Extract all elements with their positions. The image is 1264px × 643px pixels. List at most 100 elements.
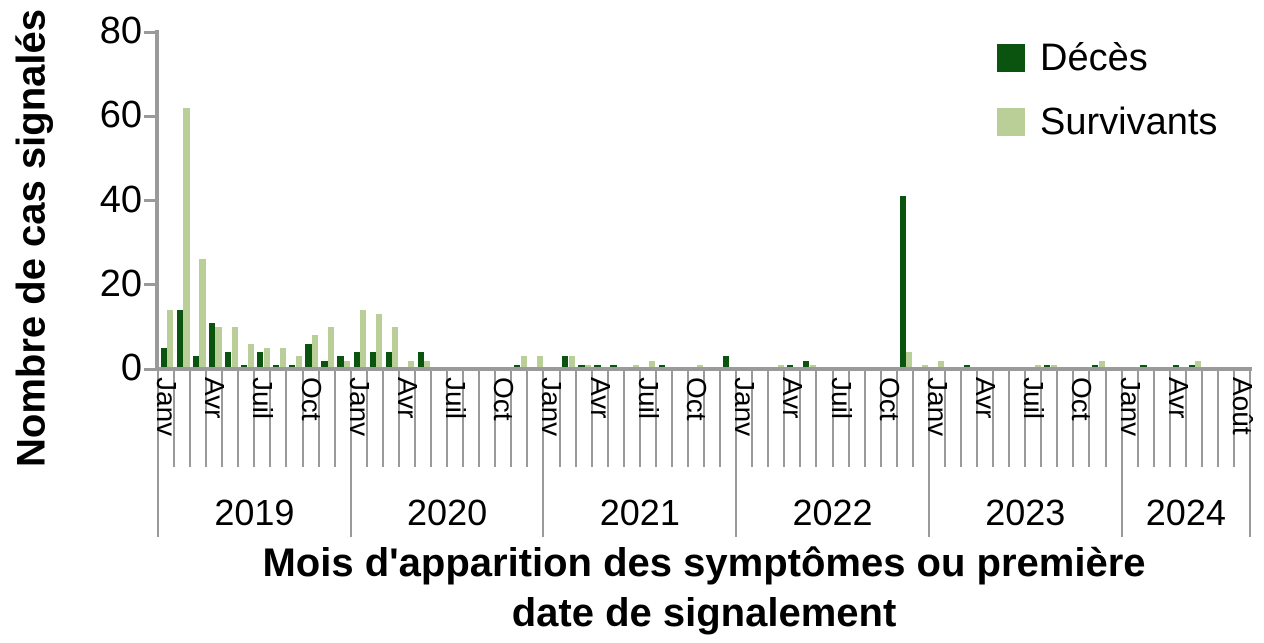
month-tick — [1152, 371, 1155, 467]
month-tick — [173, 371, 176, 467]
survivants-bar — [1195, 360, 1202, 369]
deces-bar — [1092, 364, 1099, 369]
month-tick — [430, 371, 433, 467]
month-tick — [1200, 371, 1203, 467]
survivants-bar — [183, 107, 190, 369]
survivants-bar — [327, 326, 335, 369]
deces-bar — [257, 352, 264, 369]
x-axis-line — [155, 367, 1252, 371]
y-tick-mark — [144, 283, 157, 287]
month-tick — [510, 371, 513, 467]
year-separator-tick — [157, 371, 159, 537]
deces-bar — [1140, 364, 1147, 369]
month-tick — [943, 371, 946, 467]
month-tick — [622, 371, 625, 467]
year-separator-tick — [735, 371, 738, 537]
month-tick — [767, 371, 770, 467]
month-tick — [1072, 371, 1075, 467]
deces-bar — [353, 352, 360, 369]
month-tick — [253, 371, 256, 467]
month-tick — [606, 371, 609, 467]
y-tick-mark — [144, 30, 157, 34]
deces-bar — [899, 196, 906, 369]
legend: Décès Survivants — [997, 36, 1218, 166]
deces-bar — [305, 343, 312, 369]
month-tick — [1088, 371, 1091, 467]
x-axis-title-line1: Mois d'apparition des symptômes ou premi… — [262, 541, 1146, 585]
month-tick-label: Janv — [1114, 377, 1146, 437]
survivants-bar — [809, 364, 816, 369]
month-tick — [205, 371, 208, 467]
y-tick-label: 60 — [99, 94, 142, 137]
month-tick — [462, 371, 465, 467]
survivants-bar — [1098, 360, 1105, 369]
legend-label-survivants: Survivants — [1040, 100, 1218, 143]
month-tick-label: Janv — [151, 377, 183, 437]
y-tick-mark — [144, 114, 157, 118]
y-tick-label: 80 — [99, 10, 142, 52]
year-separator-tick — [1120, 371, 1123, 537]
deces-bar — [963, 364, 970, 369]
month-tick — [783, 371, 786, 467]
deces-bar — [562, 356, 569, 369]
month-tick — [494, 371, 497, 467]
month-tick — [895, 371, 898, 467]
legend-swatch-deces-icon — [997, 44, 1025, 72]
month-tick — [189, 371, 192, 467]
month-tick-label: Avr — [970, 377, 1002, 419]
deces-bar — [176, 310, 184, 369]
deces-bar — [385, 352, 392, 369]
survivants-bar — [279, 347, 286, 369]
month-tick-label: Juil — [632, 377, 664, 420]
year-separator-tick — [1249, 371, 1252, 537]
month-tick-label: Oct — [681, 377, 712, 421]
y-tick-mark — [144, 367, 157, 371]
deces-bar — [594, 364, 601, 369]
month-tick — [1056, 371, 1059, 467]
month-tick — [670, 371, 673, 467]
survivants-bar — [167, 310, 174, 369]
month-tick-label: Juil — [1018, 377, 1050, 420]
year-separator-tick — [349, 371, 352, 537]
year-separator-tick — [542, 371, 545, 537]
year-label: 2024 — [1145, 492, 1226, 533]
deces-bar — [610, 364, 617, 369]
survivants-bar — [376, 314, 383, 369]
month-tick — [1024, 371, 1027, 467]
survivants-bar — [247, 343, 254, 369]
month-tick — [815, 371, 818, 467]
legend-item-deces: Décès — [997, 36, 1217, 79]
deces-bar — [1044, 364, 1051, 369]
year-label: 2020 — [407, 492, 488, 533]
survivants-bar — [215, 326, 222, 369]
month-tick-label: Avr — [199, 377, 231, 419]
month-tick — [719, 371, 722, 467]
deces-bar — [803, 360, 810, 369]
month-tick-label: Oct — [488, 377, 520, 421]
survivants-bar — [520, 356, 527, 369]
deces-bar — [787, 364, 794, 369]
deces-bar — [241, 364, 248, 369]
month-tick — [1040, 371, 1043, 467]
month-tick — [1233, 371, 1236, 467]
month-tick — [333, 371, 336, 467]
deces-bar — [417, 352, 424, 369]
month-tick — [365, 371, 368, 467]
survivants-bar — [343, 360, 351, 369]
month-tick — [911, 371, 914, 467]
month-tick — [301, 371, 304, 467]
month-tick-label: Avr — [584, 377, 616, 419]
legend-label-deces: Décès — [1040, 36, 1148, 79]
survivants-bar — [906, 352, 913, 369]
y-tick-label: 20 — [99, 262, 142, 305]
month-tick-label: Avr — [777, 377, 809, 419]
month-tick — [526, 371, 529, 467]
year-separator-tick — [927, 371, 930, 537]
survivants-bar — [536, 356, 543, 369]
month-tick-label: Janv — [921, 377, 953, 437]
month-tick — [446, 371, 449, 467]
month-tick — [638, 371, 641, 467]
survivants-bar — [697, 364, 704, 369]
month-tick — [1008, 371, 1011, 467]
deces-bar — [658, 364, 665, 369]
